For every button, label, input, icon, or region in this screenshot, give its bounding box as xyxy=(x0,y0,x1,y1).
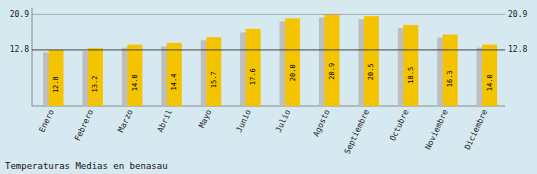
x-tick-label: Diciembre xyxy=(463,108,490,151)
bar xyxy=(206,37,221,106)
data-label: 16.3 xyxy=(446,70,454,87)
x-tick-label: Marzo xyxy=(116,108,134,134)
data-label: 18.5 xyxy=(407,67,415,84)
bar xyxy=(324,14,339,106)
y-axis-line xyxy=(32,8,33,106)
chart-svg: 12.8 13.2 14.0 14.4 15.7 17.6 20.0 20.9 20.5 18.5… xyxy=(0,0,537,174)
x-tick-label: Junio xyxy=(235,108,253,134)
grid-line xyxy=(32,14,505,15)
x-tick-label: Octubre xyxy=(388,108,410,143)
data-label: 20.0 xyxy=(289,64,297,81)
x-tick-label: Febrero xyxy=(73,108,95,143)
data-label: 14.0 xyxy=(486,74,494,91)
x-tick-label: Mayo xyxy=(197,108,213,129)
x-tick-label: Agosto xyxy=(311,108,331,138)
x-tick-label: Septiembre xyxy=(343,108,372,156)
bar xyxy=(246,29,261,106)
y2-tick-label: 12.8 xyxy=(508,45,527,54)
x-tick-label: Abril xyxy=(156,108,174,134)
x-tick-label: Enero xyxy=(37,108,55,134)
x-tick-label: Noviembre xyxy=(423,108,450,151)
data-label: 15.7 xyxy=(210,71,218,88)
bar xyxy=(443,35,458,106)
data-label: 17.6 xyxy=(249,68,257,85)
bar xyxy=(364,16,379,106)
data-label: 20.9 xyxy=(328,63,336,80)
bar xyxy=(482,45,497,106)
data-label: 13.2 xyxy=(91,76,99,93)
grid-line xyxy=(32,49,505,50)
bar xyxy=(285,18,300,106)
y2-tick-label: 20.9 xyxy=(508,10,527,19)
data-label: 14.4 xyxy=(170,74,178,91)
bar xyxy=(403,25,418,106)
data-label: 12.8 xyxy=(52,76,60,93)
y-tick-label: 20.9 xyxy=(10,10,29,19)
bar xyxy=(127,45,142,106)
bars xyxy=(43,14,497,106)
bar xyxy=(167,43,182,106)
y-tick-label: 12.8 xyxy=(10,45,29,54)
x-tick-label: Julio xyxy=(274,108,292,134)
data-label: 14.0 xyxy=(131,74,139,91)
data-label: 20.5 xyxy=(367,63,375,80)
bar xyxy=(88,48,103,106)
bar xyxy=(49,50,64,106)
title: Temperaturas Medias en benasau xyxy=(5,161,168,171)
chart: 12.8 13.2 14.0 14.4 15.7 17.6 20.0 20.9 20.5 18.5… xyxy=(0,0,537,174)
